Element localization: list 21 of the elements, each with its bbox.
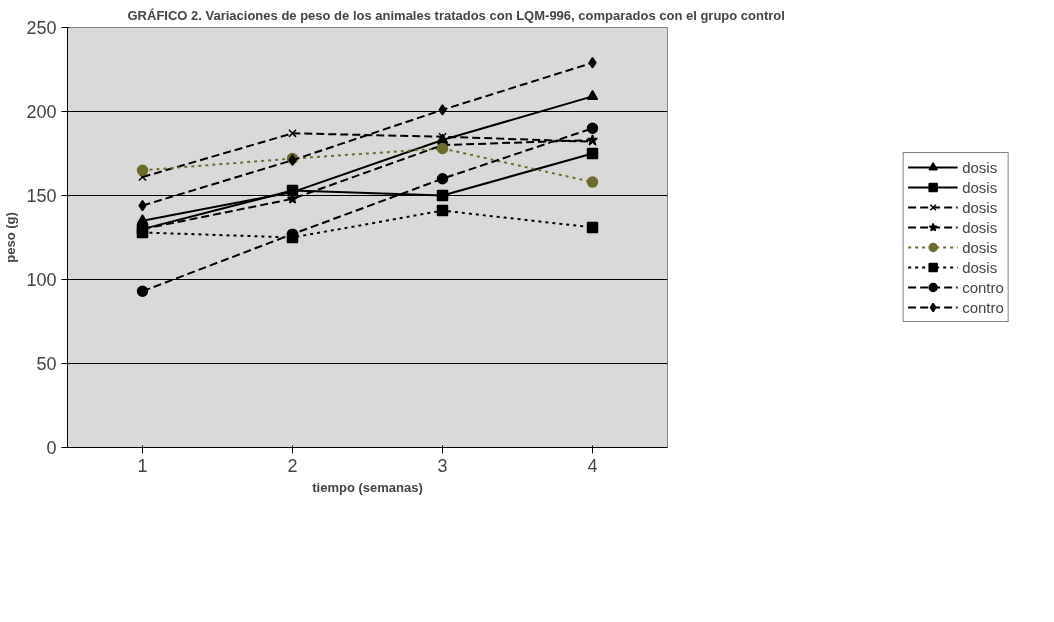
legend-label: dosis bbox=[962, 178, 998, 196]
legend-label: dosis bbox=[962, 218, 998, 236]
chart-title: GRÁFICO 2. Variaciones de peso de los animales tratados con LQM-996, comparados con el grupo control bbox=[127, 7, 785, 23]
y-tick-label: 0 bbox=[46, 438, 57, 458]
x-tick-label: 1 bbox=[137, 455, 148, 476]
legend-label: contro bbox=[962, 278, 1004, 296]
legend-label: dosis bbox=[962, 238, 998, 256]
legend-label: dosis bbox=[962, 198, 998, 216]
x-axis-title: tiempo (semanas) bbox=[312, 479, 423, 495]
y-axis-title: peso (g) bbox=[3, 212, 19, 263]
x-tick-label: 2 bbox=[287, 455, 298, 476]
y-tick-label: 200 bbox=[26, 102, 57, 122]
legend-label: dosis bbox=[962, 258, 998, 276]
legend-label: dosis bbox=[962, 158, 998, 176]
y-tick-label: 250 bbox=[26, 18, 57, 38]
x-tick-label: 3 bbox=[437, 455, 448, 476]
y-tick-label: 150 bbox=[26, 186, 57, 206]
y-tick-label: 50 bbox=[36, 354, 57, 374]
x-tick-label: 4 bbox=[587, 455, 598, 476]
legend-label: contro bbox=[962, 298, 1004, 316]
y-tick-label: 100 bbox=[26, 270, 57, 290]
